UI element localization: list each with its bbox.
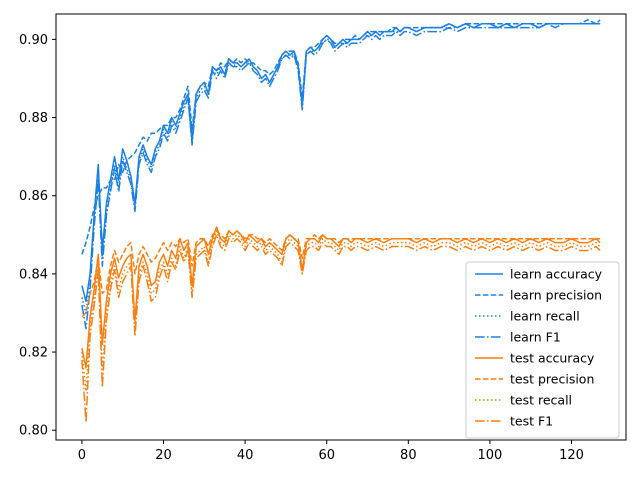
legend-label: test F1 <box>510 414 553 429</box>
legend-box <box>465 261 620 439</box>
x-tick-label: 60 <box>318 448 335 463</box>
legend-label: test accuracy <box>510 351 595 366</box>
series-line-learn-recall <box>81 23 601 314</box>
series-line-learn-f1 <box>81 23 601 330</box>
x-axis: 0 20 40 60 80 100 120 <box>78 440 584 463</box>
x-tick-label: 0 <box>78 448 86 463</box>
legend-label: learn recall <box>510 309 580 324</box>
x-tick-label: 40 <box>237 448 254 463</box>
series-line-test-f1 <box>81 234 601 424</box>
series-line-learn-precision <box>81 19 601 255</box>
x-tick-label: 120 <box>559 448 584 463</box>
y-tick-label: 0.86 <box>19 189 48 204</box>
legend-label: test recall <box>510 393 572 408</box>
series-line-test-recall <box>81 230 601 392</box>
x-tick-label: 100 <box>478 448 503 463</box>
legend-label: test precision <box>510 372 594 387</box>
x-tick-label: 20 <box>155 448 172 463</box>
plot-area <box>81 19 601 424</box>
y-tick-label: 0.84 <box>19 267 48 282</box>
legend: learn accuracy learn precision learn recal… <box>465 261 620 439</box>
legend-label: learn precision <box>510 288 602 303</box>
y-axis: 0.80 0.82 0.84 0.86 0.88 0.90 <box>19 33 56 439</box>
x-tick-label: 80 <box>400 448 417 463</box>
series-line-test-precision <box>81 230 601 318</box>
legend-label: learn F1 <box>510 330 561 345</box>
y-tick-label: 0.88 <box>19 111 48 126</box>
y-tick-label: 0.82 <box>19 346 48 361</box>
y-tick-label: 0.80 <box>19 424 48 439</box>
legend-label: learn accuracy <box>510 267 603 282</box>
axes-frame <box>55 13 627 441</box>
y-tick-label: 0.90 <box>19 33 48 48</box>
series-line-test-accuracy <box>81 226 601 369</box>
